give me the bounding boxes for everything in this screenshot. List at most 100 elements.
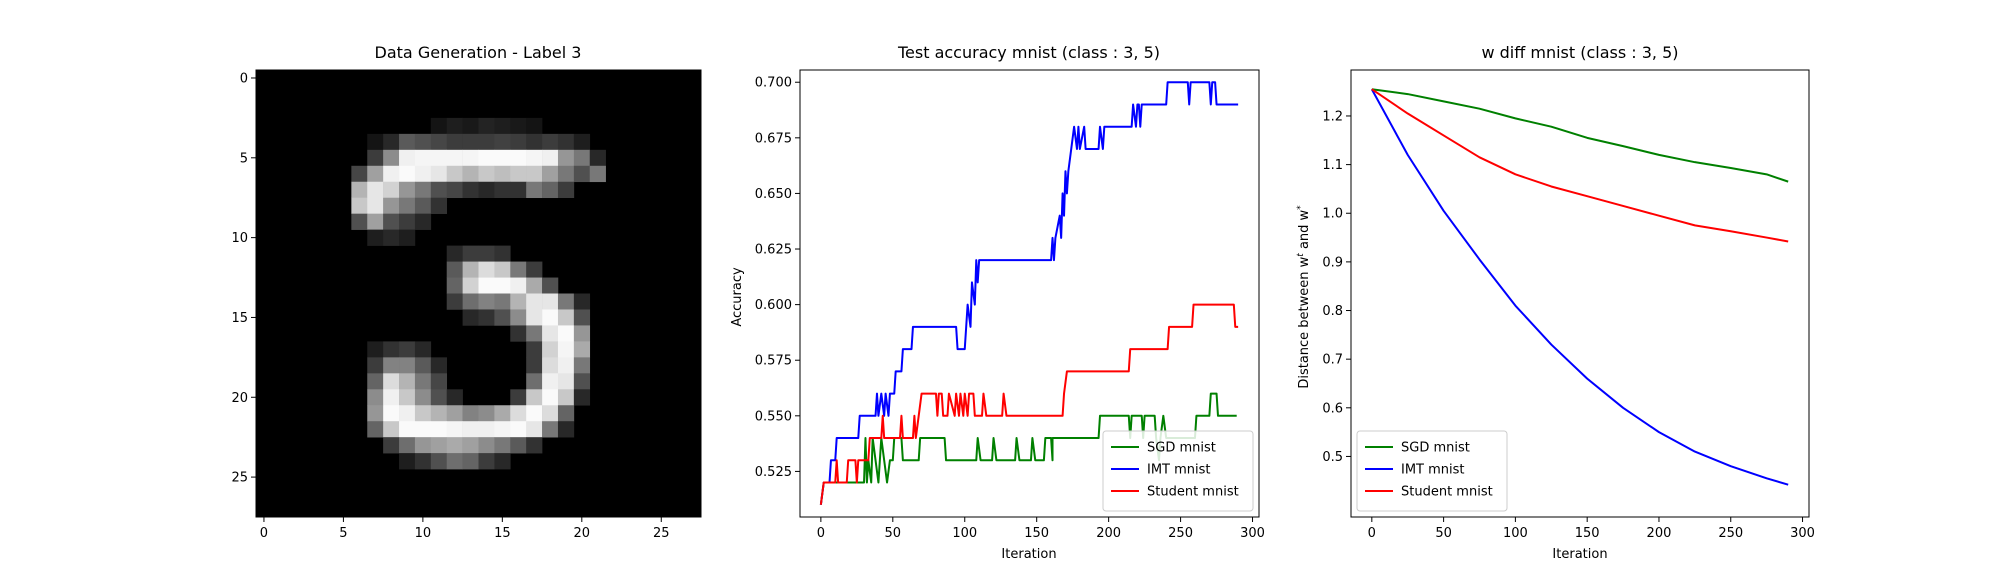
x-tick-label: 20 (574, 526, 591, 541)
heatmap-cell (414, 389, 432, 406)
heatmap-cell (494, 277, 511, 294)
y-tick-label: 0.650 (755, 187, 792, 202)
heatmap-cell (462, 165, 479, 183)
heatmap-cell (494, 117, 511, 135)
heatmap-cell (367, 341, 384, 358)
heatmap-cell (526, 309, 543, 326)
heatmap-cell (494, 453, 511, 470)
x-axis-label-accuracy: Iteration (1001, 547, 1056, 562)
series-line-student (1371, 88, 1789, 243)
heatmap-cell (478, 261, 495, 278)
heatmap-cell (510, 405, 527, 422)
heatmap-cell (414, 421, 432, 438)
heatmap-cell (430, 181, 448, 199)
heatmap-cell (430, 421, 448, 438)
y-tick-label: 0.7 (1322, 353, 1343, 368)
y-tick-label: 0.675 (755, 131, 792, 146)
heatmap-cell (510, 309, 527, 326)
heatmap-cell (573, 293, 591, 310)
heatmap-cell (367, 373, 384, 390)
x-tick-label: 0 (1368, 526, 1376, 541)
heatmap-cell (557, 133, 575, 151)
heatmap-cell (557, 309, 575, 326)
legend-box (1102, 430, 1254, 512)
heatmap-cell (430, 357, 448, 374)
heatmap-cell (446, 245, 463, 262)
heatmap-cell (383, 213, 400, 230)
heatmap-cell (542, 357, 559, 374)
heatmap-cell (446, 421, 463, 438)
heatmap-cell (494, 293, 511, 310)
heatmap-cell (414, 373, 432, 390)
heatmap-cell (494, 165, 511, 183)
heatmap-cell (446, 277, 463, 294)
legend-entry: Student mnist (1401, 485, 1493, 500)
heatmap-cell (557, 181, 575, 199)
heatmap-cell (399, 165, 416, 183)
heatmap-cell (414, 213, 432, 230)
heatmap-cell (557, 149, 575, 167)
x-tick-label: 10 (415, 526, 432, 541)
accuracy-axes: 0 50 100 150 200 250 300 0.525 0.550 0.575 0.600 0.… (755, 69, 1265, 541)
heatmap-cell (462, 421, 479, 438)
heatmap-cell (478, 405, 495, 422)
heatmap-cell (446, 133, 463, 151)
heatmap-cell (383, 197, 400, 214)
heatmap-cell (462, 293, 479, 310)
heatmap-cell (494, 437, 511, 454)
heatmap-cell (430, 117, 448, 135)
heatmap-cell (367, 421, 384, 438)
panel-data-generation: Data Generation - Label 3 0 5 10 15 20 25 0 5 10… (231, 43, 702, 541)
y-tick-label: 0.550 (755, 409, 792, 424)
heatmap-cell (414, 453, 432, 470)
heatmap-cell (542, 309, 559, 326)
axes-frame (1350, 69, 1810, 518)
heatmap-cell (494, 309, 511, 326)
heatmap-cell (462, 437, 479, 454)
heatmap-cell (414, 133, 432, 151)
heatmap-cell (526, 373, 543, 390)
heatmap-cell (430, 389, 448, 406)
heatmap-cell (589, 165, 606, 183)
heatmap-cell (430, 133, 448, 151)
heatmap-cell (367, 213, 384, 230)
y-axis-label-accuracy: Accuracy (730, 267, 745, 327)
heatmap-cell (542, 341, 559, 358)
heatmap-cell (478, 245, 495, 262)
heatmap-cell (367, 165, 384, 183)
heatmap-cell (383, 149, 400, 167)
heatmap-cell (446, 389, 463, 406)
heatmap-cell (414, 357, 432, 374)
heatmap-cell (557, 405, 575, 422)
y-tick-label: 0.525 (755, 465, 792, 480)
heatmap-cell (430, 405, 448, 422)
heatmap-cell (478, 309, 495, 326)
heatmap-cell (557, 165, 575, 183)
heatmap-cell (526, 405, 543, 422)
heatmap-cell (494, 149, 511, 167)
heatmap-cell (557, 341, 575, 358)
heatmap-cell (446, 405, 463, 422)
y-tick-label: 0.600 (755, 298, 792, 313)
heatmap-cell (526, 149, 543, 167)
heatmap-cell (526, 181, 543, 199)
heatmap-cell (510, 437, 527, 454)
legend: SGD mnist IMT mnist Student mnist (1356, 430, 1508, 512)
y-tick-label: 25 (231, 471, 248, 486)
heatmap-cell (542, 277, 559, 294)
heatmap-cell (414, 437, 432, 454)
heatmap-cell (526, 357, 543, 374)
heatmap-cell (367, 197, 384, 214)
heatmap-cell (383, 373, 400, 390)
heatmap-cell (494, 261, 511, 278)
heatmap-cell (414, 181, 432, 199)
heatmap-cell (542, 181, 559, 199)
heatmap-cell (478, 133, 495, 151)
heatmap-cell (399, 357, 416, 374)
x-tick-label: 200 (1096, 526, 1121, 541)
x-tick-label: 15 (494, 526, 511, 541)
heatmap-cell (494, 245, 511, 262)
heatmap-cell (557, 373, 575, 390)
y-tick-label: 0.8 (1322, 304, 1343, 319)
heatmap-cell (414, 149, 432, 167)
